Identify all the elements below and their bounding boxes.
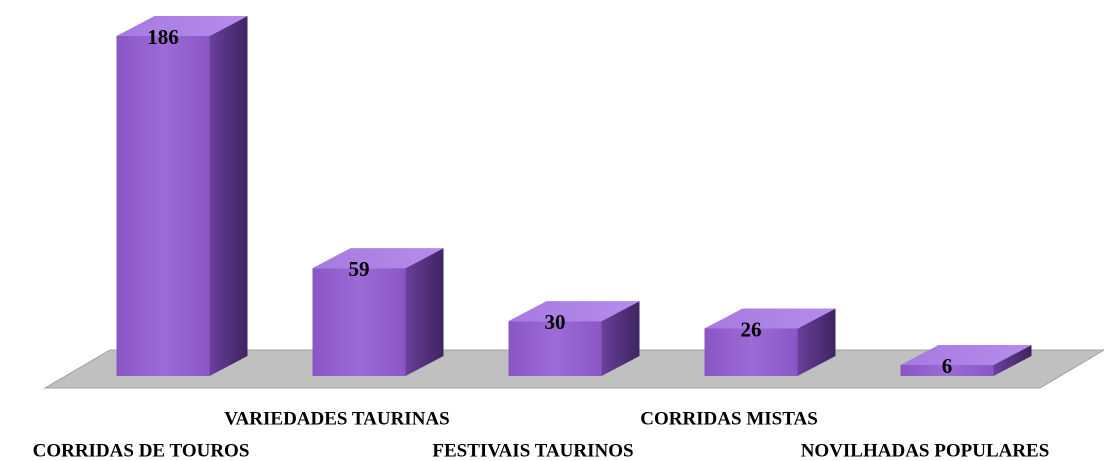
bar-top	[116, 16, 248, 36]
bar-top	[704, 308, 836, 329]
x-tick-label: FESTIVAIS TAURINOS	[432, 440, 633, 461]
bar	[312, 248, 444, 376]
data-label: 59	[349, 257, 370, 281]
x-tick-label: NOVILHADAS POPULARES	[801, 440, 1050, 461]
bar-side	[209, 16, 248, 376]
x-tick-label: CORRIDAS MISTAS	[640, 408, 818, 429]
bar	[900, 345, 1032, 376]
bar	[116, 16, 248, 376]
bar-top	[312, 248, 444, 269]
bar-front	[704, 328, 798, 376]
bar-side	[993, 345, 1032, 376]
bar	[704, 308, 836, 376]
x-tick-label: VARIEDADES TAURINAS	[224, 408, 449, 429]
bar-front	[900, 365, 994, 376]
bar-front	[116, 36, 210, 376]
bar-side	[405, 248, 444, 376]
bar-side	[601, 301, 640, 376]
bar	[508, 301, 640, 376]
data-label: 26	[741, 317, 762, 341]
bar-front	[312, 268, 406, 376]
bar-top	[508, 301, 640, 322]
bar-side	[797, 308, 836, 376]
data-label: 30	[545, 310, 566, 334]
x-tick-label: CORRIDAS DE TOUROS	[33, 440, 250, 461]
data-label: 6	[942, 354, 953, 378]
bar-top	[900, 345, 1032, 366]
data-label: 186	[147, 25, 179, 49]
bar-front	[508, 321, 602, 376]
